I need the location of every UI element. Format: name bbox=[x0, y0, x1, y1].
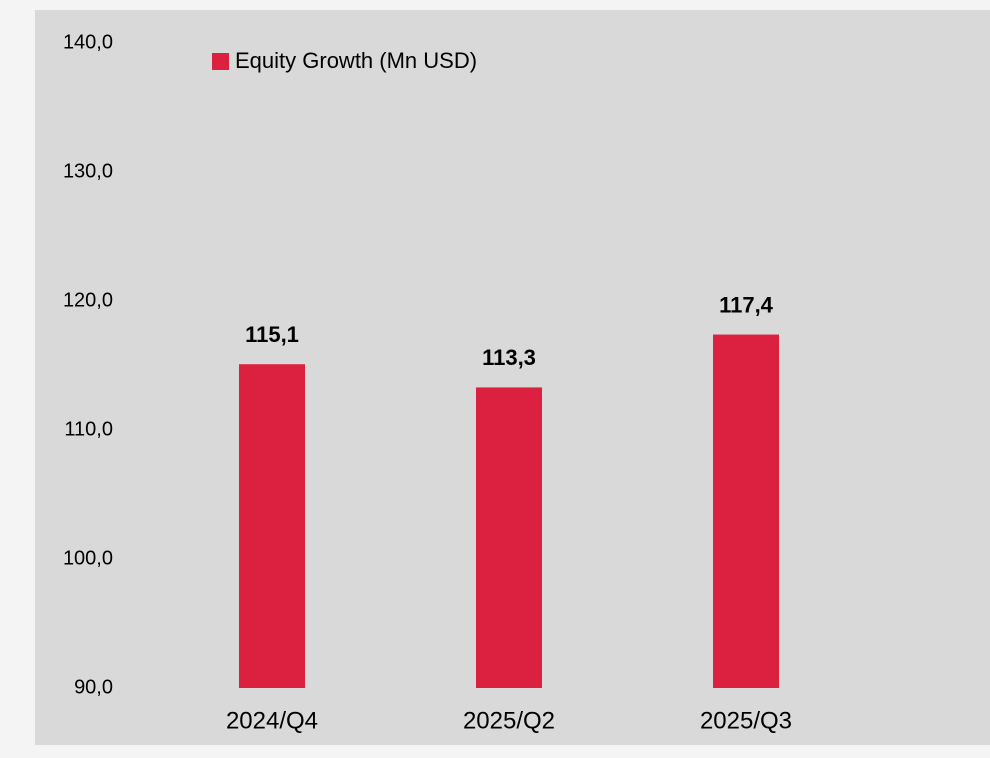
x-tick-label: 2024/Q4 bbox=[226, 707, 318, 734]
y-tick-label: 120,0 bbox=[63, 289, 113, 311]
legend-label: Equity Growth (Mn USD) bbox=[235, 48, 477, 73]
y-tick-label: 130,0 bbox=[63, 160, 113, 182]
bar bbox=[239, 364, 305, 688]
value-label: 117,4 bbox=[719, 292, 774, 317]
x-tick-label: 2025/Q3 bbox=[700, 707, 792, 734]
value-label: 115,1 bbox=[245, 322, 299, 347]
y-tick-label: 100,0 bbox=[63, 547, 113, 569]
value-label: 113,3 bbox=[482, 345, 536, 370]
x-tick-label: 2025/Q2 bbox=[463, 707, 555, 734]
y-tick-label: 90,0 bbox=[74, 676, 113, 698]
y-tick-label: 110,0 bbox=[64, 418, 113, 440]
bar bbox=[476, 387, 542, 688]
legend-swatch bbox=[212, 53, 229, 70]
y-tick-label: 140,0 bbox=[63, 31, 113, 53]
bar bbox=[713, 334, 779, 688]
